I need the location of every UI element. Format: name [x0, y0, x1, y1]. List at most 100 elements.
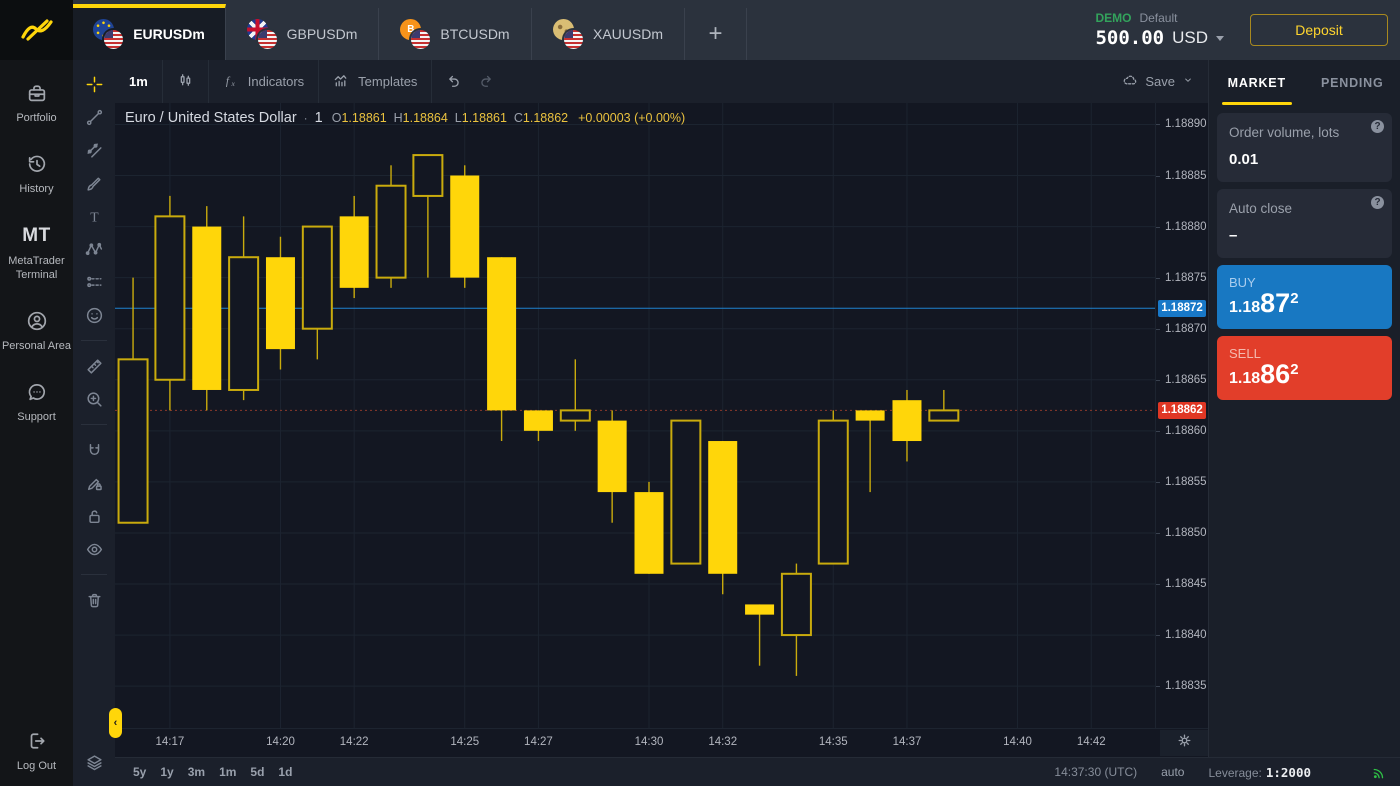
range-1y[interactable]: 1y	[160, 765, 174, 779]
range-5y[interactable]: 5y	[133, 765, 147, 779]
chevron-down-icon	[1182, 74, 1194, 89]
tool-trend-line[interactable]	[80, 103, 108, 131]
undo-icon[interactable]	[446, 72, 463, 92]
tool-trash[interactable]	[80, 586, 108, 614]
person-icon	[27, 311, 46, 330]
tool-draw-lock[interactable]	[80, 469, 108, 497]
tool-lock[interactable]	[80, 502, 108, 530]
range-1d[interactable]: 1d	[278, 765, 293, 779]
price-tick-label: 1.18880	[1156, 220, 1207, 233]
time-axis[interactable]: 14:17 14:20 14:22 14:25 14:27 14:30 14:32 14:35…	[115, 728, 1208, 757]
ask-price-badge: 1.18872	[1158, 299, 1206, 317]
collapse-toolbar-handle[interactable]: ‹	[109, 708, 122, 738]
candle-14:17	[154, 215, 186, 381]
time-tick-label: 14:22	[339, 736, 369, 748]
timeframe-button[interactable]: 1m	[115, 60, 163, 103]
tool-layers[interactable]	[80, 748, 108, 776]
sidebar-item-portfolio[interactable]: Portfolio	[0, 82, 73, 126]
templates-button[interactable]: Templates	[319, 60, 433, 103]
tool-pattern[interactable]	[80, 235, 108, 263]
tool-text[interactable]: T	[80, 202, 108, 230]
sell-label: SELL	[1229, 346, 1261, 361]
symbol-tab-label: EURUSDm	[133, 26, 205, 42]
sell-button[interactable]: SELL 1.18862	[1217, 336, 1392, 400]
chart-symbol-name: Euro / United States Dollar	[125, 110, 297, 126]
order-volume-label: Order volume, lots	[1229, 125, 1340, 140]
range-3m[interactable]: 3m	[187, 765, 206, 779]
add-symbol-tab-button[interactable]: +	[685, 8, 747, 60]
symbol-tab-btcusdm[interactable]: B BTCUSDm	[379, 8, 532, 60]
symbol-tab-label: GBPUSDm	[286, 26, 358, 42]
price-axis[interactable]: 1.18872 1.18862 1.18890 1.18885 1.18880 1.1…	[1155, 103, 1208, 728]
btc-usd-flag-pair-icon: B	[400, 19, 431, 49]
brush-icon	[86, 176, 101, 191]
account-profile: Default	[1139, 11, 1178, 25]
tool-eye[interactable]	[80, 535, 108, 563]
auto-close-value[interactable]: –	[1229, 227, 1238, 244]
templates-icon	[334, 74, 347, 86]
auto-close-label: Auto close	[1229, 201, 1293, 216]
magnet-icon	[89, 443, 99, 455]
tool-emoji[interactable]	[80, 301, 108, 329]
candlestick-chart[interactable]: Euro / United States Dollar · 1 O1.18861…	[109, 103, 1155, 738]
account-switcher[interactable]: DEMO Default 500.00 USD	[1095, 11, 1224, 49]
candle-14:34	[780, 572, 812, 637]
candle-style-button[interactable]	[163, 60, 209, 103]
order-panel: MARKET PENDING ? Order volume, lots 0.01 …	[1208, 60, 1400, 757]
symbol-tab-gbpusdm[interactable]: GBPUSDm	[226, 8, 379, 60]
redo-icon[interactable]	[477, 72, 494, 92]
tool-crosshair[interactable]	[80, 70, 108, 98]
tool-zoom-in[interactable]	[80, 385, 108, 413]
time-tick-label: 14:40	[1003, 736, 1032, 748]
help-icon[interactable]: ?	[1371, 120, 1384, 133]
brand-logo[interactable]	[0, 0, 73, 60]
symbol-tab-eurusdm[interactable]: EURUSDm	[73, 4, 226, 60]
chart-timeframe: 1	[314, 110, 323, 126]
deposit-button[interactable]: Deposit	[1250, 14, 1388, 46]
candle-14:38	[928, 409, 960, 422]
timezone-auto-toggle[interactable]: auto	[1161, 765, 1185, 779]
account-balance: 500.00	[1095, 27, 1165, 49]
symbol-tab-xauusdm[interactable]: XAUUSDm	[532, 8, 685, 60]
chart-canvas[interactable]	[115, 103, 1155, 728]
sell-price: 1.18862	[1229, 359, 1299, 389]
sidebar-item-metatrader-terminal[interactable]: MT MetaTrader Terminal	[0, 224, 73, 283]
time-tick-label: 14:32	[708, 736, 738, 748]
range-1m[interactable]: 1m	[219, 765, 237, 779]
sidebar-item-label: History	[19, 182, 54, 195]
zoom-in-icon	[86, 391, 102, 407]
order-volume-value[interactable]: 0.01	[1229, 151, 1259, 168]
price-tick-label: 1.18875	[1156, 271, 1207, 284]
chart-settings-button[interactable]	[1160, 730, 1208, 756]
candle-14:27	[523, 410, 553, 431]
account-mode-badge: DEMO	[1095, 11, 1132, 25]
title-separator: ·	[303, 111, 308, 125]
order-tab-pending[interactable]: PENDING	[1320, 75, 1384, 90]
tool-channel[interactable]	[80, 136, 108, 164]
history-icon	[28, 155, 45, 172]
order-tab-market[interactable]: MARKET	[1209, 60, 1305, 105]
help-icon[interactable]: ?	[1371, 196, 1384, 209]
tool-forecast[interactable]	[80, 268, 108, 296]
sidebar-item-history[interactable]: History	[0, 153, 73, 197]
sidebar-item-personal-area[interactable]: Personal Area	[0, 310, 73, 354]
sidebar-item-log-out[interactable]: Log Out	[0, 730, 73, 774]
emoji-icon	[86, 307, 102, 323]
tool-ruler[interactable]	[80, 352, 108, 380]
indicators-label: Indicators	[247, 74, 305, 89]
logout-icon	[30, 733, 45, 749]
briefcase-icon	[28, 85, 45, 102]
tool-brush[interactable]	[80, 169, 108, 197]
save-button[interactable]: Save	[1107, 60, 1208, 103]
price-tick-label: 1.18860	[1156, 424, 1207, 437]
range-5d[interactable]: 5d	[250, 765, 265, 779]
price-change: +0.00003 (+0.00%)	[578, 111, 686, 125]
candle-14:20	[265, 257, 295, 350]
tool-magnet[interactable]	[80, 436, 108, 464]
buy-button[interactable]: BUY 1.18872	[1217, 265, 1392, 329]
sidebar-item-support[interactable]: Support	[0, 381, 73, 425]
